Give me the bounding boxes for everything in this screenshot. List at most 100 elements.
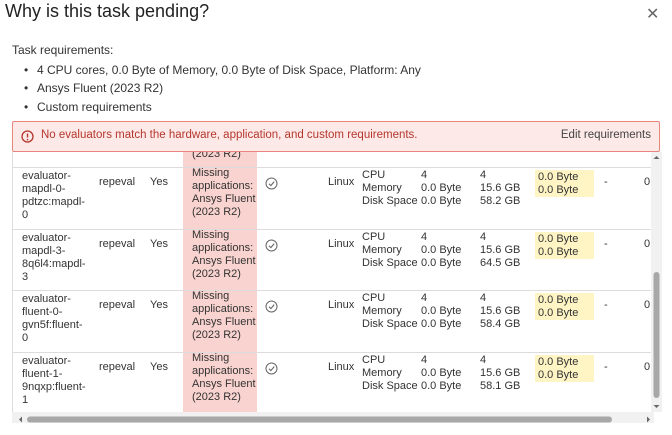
enabled: Yes	[150, 299, 168, 311]
available-value: 4	[480, 292, 487, 304]
extra: -	[604, 299, 608, 311]
shortfall-value: 0.0 Byte	[538, 232, 579, 245]
user: repeval	[99, 237, 136, 250]
shortfall-value: 0.0 Byte	[538, 245, 579, 258]
check-icon	[265, 239, 278, 251]
evaluator-row: evaluator-fluent-0-gvn5f:fluent-0 repeval…	[13, 290, 652, 352]
partial-missing-cell: (2023 R2)	[183, 152, 257, 167]
resource-label: CPU	[362, 292, 386, 304]
missing-cell: Missing applications: Ansys Fluent (2023…	[183, 290, 257, 352]
resource-label: Disk Space	[362, 318, 418, 330]
resource-label: Disk Space	[362, 256, 418, 269]
check-icon	[265, 300, 278, 313]
extra: -	[604, 176, 608, 188]
check-icon	[265, 362, 278, 374]
requested-value: 4	[421, 292, 428, 304]
available-value: 58.4 GB	[480, 318, 521, 330]
shortfall-cell: 0.0 Byte 0.0 Byte	[535, 293, 594, 320]
dialog-title: Why is this task pending?	[5, 1, 210, 21]
requested-value: 4	[421, 353, 428, 366]
evaluator-row: evaluator-fluent-1-9nqxp:fluent-1 repeval…	[13, 351, 652, 412]
resource-label: Memory	[362, 182, 402, 194]
enabled: Yes	[150, 237, 168, 250]
last: 0	[644, 237, 651, 250]
extra: -	[604, 360, 608, 373]
available-value: 4	[480, 353, 487, 366]
shortfall-cell: 0.0 Byte 0.0 Byte	[535, 231, 594, 259]
last: 0	[644, 360, 651, 373]
missing-applications: Missing applications: Ansys Fluent (2023…	[192, 290, 256, 341]
extra: -	[604, 237, 608, 250]
evaluator-name: evaluator-mapdl-0-pdtzc:mapdl-0	[22, 170, 85, 221]
missing-cell: Missing applications: Ansys Fluent (2023…	[183, 228, 257, 291]
available-value: 15.6 GB	[480, 366, 521, 379]
requested-value: 0.0 Byte	[421, 243, 462, 256]
resource-label: Disk Space	[362, 379, 418, 392]
evaluator-name: evaluator-fluent-0-gvn5f:fluent-0	[22, 293, 83, 344]
resource-label: Memory	[362, 243, 402, 256]
shortfall-cell: 0.0 Byte 0.0 Byte	[535, 354, 594, 382]
shortfall-value: 0.0 Byte	[538, 307, 579, 319]
resource-label: CPU	[362, 353, 386, 366]
bullet: •	[24, 63, 29, 77]
shortfall-value: 0.0 Byte	[538, 368, 579, 381]
missing-applications: Missing applications: Ansys Fluent (2023…	[192, 228, 256, 280]
os: Linux	[328, 176, 355, 188]
available-value: 15.6 GB	[480, 305, 521, 317]
requested-value: 0.0 Byte	[421, 318, 462, 330]
close-button[interactable]: ✕	[646, 6, 660, 23]
user: repeval	[99, 299, 136, 311]
missing-cell: Missing applications: Ansys Fluent (2023…	[183, 351, 257, 412]
missing-cell: Missing applications: Ansys Fluent (2023…	[183, 167, 257, 229]
requirements-label: Task requirements:	[12, 43, 114, 57]
shortfall-value: 0.0 Byte	[538, 294, 579, 306]
available-value: 4	[480, 230, 487, 243]
user: repeval	[99, 176, 136, 188]
bullet: •	[24, 100, 29, 114]
enabled: Yes	[150, 176, 168, 188]
requested-value: 4	[421, 169, 428, 181]
enabled: Yes	[150, 360, 168, 373]
resource-label: Memory	[362, 366, 402, 379]
requested-value: 0.0 Byte	[421, 182, 462, 194]
requested-value: 4	[421, 230, 428, 243]
requested-value: 0.0 Byte	[421, 366, 462, 379]
resource-label: CPU	[362, 169, 386, 181]
resource-label: CPU	[362, 230, 386, 243]
horizontal-scrollbar-graphic	[19, 416, 650, 423]
os: Linux	[328, 237, 355, 250]
requirement-item: Ansys Fluent (2023 R2)	[37, 81, 164, 95]
available-value: 64.5 GB	[480, 256, 521, 269]
shortfall-cell: 0.0 Byte 0.0 Byte	[535, 170, 594, 197]
alert-message: No evaluators match the hardware, applic…	[41, 129, 418, 141]
requested-value: 0.0 Byte	[421, 379, 462, 392]
requested-value: 0.0 Byte	[421, 256, 462, 269]
last: 0	[644, 176, 651, 188]
partial-row-fragment: (2023 R2)	[192, 152, 241, 160]
evaluator-row: evaluator-mapdl-3-8q6l4:mapdl-3 repeval Ye…	[13, 228, 652, 291]
missing-applications: Missing applications: Ansys Fluent (2023…	[192, 351, 256, 403]
requested-value: 0.0 Byte	[421, 195, 462, 207]
requirement-item: Custom requirements	[37, 100, 152, 114]
bullet: •	[24, 81, 29, 95]
shortfall-value: 0.0 Byte	[538, 184, 579, 196]
requirement-item: 4 CPU cores, 0.0 Byte of Memory, 0.0 Byt…	[37, 63, 421, 77]
edit-requirements-link[interactable]: Edit requirements	[560, 129, 651, 141]
evaluator-name: evaluator-fluent-1-9nqxp:fluent-1	[22, 354, 86, 406]
shortfall-value: 0.0 Byte	[538, 171, 579, 183]
last: 0	[644, 299, 651, 311]
requested-value: 0.0 Byte	[421, 305, 462, 317]
alert-box: No evaluators match the hardware, applic…	[12, 121, 660, 152]
vertical-scrollbar[interactable]	[651, 152, 662, 412]
missing-applications: Missing applications: Ansys Fluent (2023…	[192, 167, 256, 218]
available-value: 4	[480, 169, 487, 181]
resource-label: Memory	[362, 305, 402, 317]
os: Linux	[328, 360, 355, 373]
shortfall-value: 0.0 Byte	[538, 355, 579, 368]
horizontal-scrollbar[interactable]	[12, 412, 654, 423]
evaluator-row: evaluator-mapdl-0-pdtzc:mapdl-0 repeval Ye…	[13, 167, 652, 229]
evaluator-table: (2023 R2) evaluator-mapdl-0-pdtzc:mapdl-…	[12, 152, 652, 412]
available-value: 58.1 GB	[480, 379, 521, 392]
check-icon	[265, 177, 278, 190]
